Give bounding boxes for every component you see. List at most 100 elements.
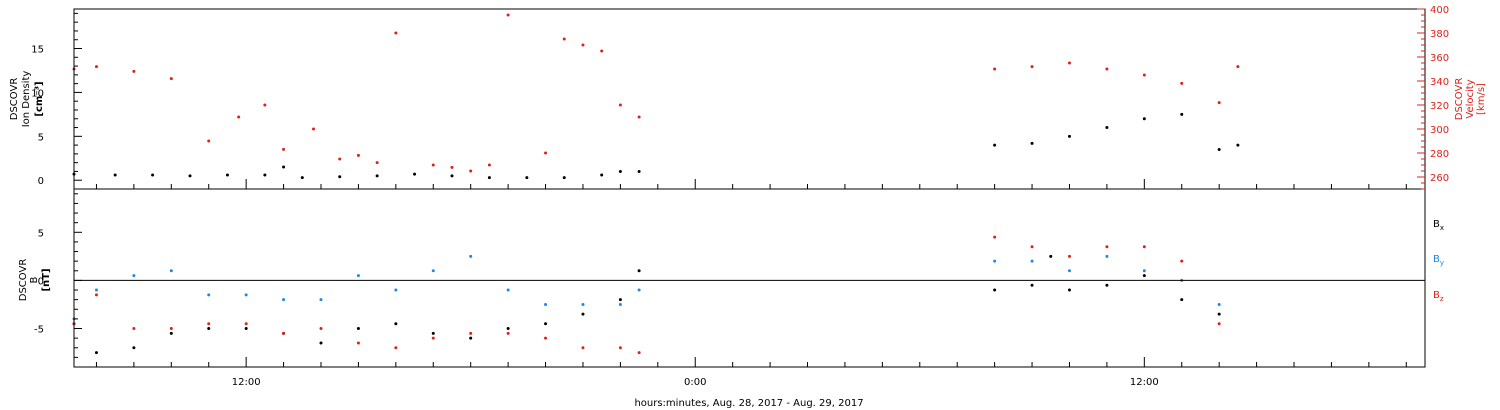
density-velocity-point [1217, 101, 1221, 105]
bz-point [1067, 254, 1071, 258]
density-velocity-point [562, 37, 566, 41]
bz-point [581, 346, 585, 350]
by-point [207, 293, 211, 297]
by-point [506, 288, 510, 292]
bz-point [544, 336, 548, 340]
density-velocity-point [600, 49, 604, 53]
density-velocity-point [1105, 126, 1109, 130]
by-point [993, 259, 997, 263]
by-point [394, 288, 398, 292]
bz-point [207, 322, 211, 326]
by-point [469, 254, 473, 258]
density-velocity-point [637, 169, 641, 173]
bot-ylabel-1: DSCOVR [18, 259, 29, 302]
density-velocity-point [487, 163, 491, 167]
density-velocity-point [1067, 134, 1071, 138]
by-point [1105, 254, 1109, 258]
top-left-tick-label: 10 [31, 88, 44, 99]
bz-point [506, 331, 510, 335]
axes [73, 8, 1426, 368]
top-left-tick-label: 5 [38, 132, 44, 143]
x-tick-label: 12:00 [1130, 377, 1159, 388]
by-point [244, 293, 248, 297]
density-velocity-point [450, 165, 454, 169]
density-velocity-point [169, 77, 173, 81]
by-point [319, 298, 323, 302]
by-point [431, 269, 435, 273]
density-velocity-point [188, 174, 192, 178]
by-point [169, 269, 173, 273]
top-right-tick-label: 400 [1430, 5, 1449, 16]
by-point [544, 302, 548, 306]
top-ylabel-right-1: DSCOVR [1454, 78, 1465, 121]
bz-point [132, 327, 136, 331]
density-velocity-point [618, 103, 622, 107]
bz-point [319, 327, 323, 331]
bx-point [1217, 312, 1221, 316]
bz-point [94, 293, 98, 297]
bot-ylabel-2: B [29, 276, 40, 283]
bx-point [1180, 298, 1184, 302]
density-velocity-point [637, 115, 641, 119]
bx-point [431, 331, 435, 335]
density-velocity-point [1180, 81, 1184, 85]
by-point [282, 298, 286, 302]
density-velocity-point [469, 169, 473, 173]
bz-point [282, 331, 286, 335]
top-right-tick-label: 260 [1430, 173, 1449, 184]
bot-ylabel-3: [nT] [41, 268, 52, 291]
density-velocity-point [1236, 65, 1240, 69]
bz-point [1105, 245, 1109, 249]
top-ylabel-left-3: [cm⁻³] [34, 81, 45, 116]
density-velocity-point [338, 175, 342, 179]
bx-point [169, 331, 173, 335]
by-point [94, 288, 98, 292]
bx-point [1067, 288, 1071, 292]
bx-point [637, 269, 641, 273]
by-point [1142, 269, 1146, 273]
density-velocity-point [225, 173, 229, 177]
by-point [1030, 259, 1034, 263]
bx-point [356, 327, 360, 331]
bx-point [1049, 254, 1053, 258]
density-velocity-point [562, 176, 566, 180]
bot-left-tick-label: 0 [38, 276, 44, 287]
bz-point [618, 346, 622, 350]
bx-point [244, 327, 248, 331]
density-velocity-point [993, 67, 997, 71]
top-left-tick-label: 15 [31, 45, 44, 56]
bottom-panel-frame [73, 188, 1426, 368]
density-velocity-point [544, 151, 548, 155]
density-velocity-point [487, 176, 491, 180]
bz-point [637, 351, 641, 355]
bz-point [1030, 245, 1034, 249]
density-velocity-point [1236, 143, 1240, 147]
density-velocity-point [94, 65, 98, 69]
density-velocity-point [132, 69, 136, 73]
density-velocity-point [618, 169, 622, 173]
legend: Bx By Bz [1433, 219, 1444, 303]
bx-point [618, 298, 622, 302]
bx-point [544, 322, 548, 326]
density-velocity-point [263, 103, 267, 107]
density-velocity-point [413, 172, 417, 176]
by-point [581, 302, 585, 306]
density-velocity-point [1142, 73, 1146, 77]
density-velocity-point [282, 147, 286, 151]
bz-point [356, 341, 360, 345]
density-velocity-point [338, 157, 342, 161]
density-velocity-point [431, 163, 435, 167]
bx-point [993, 288, 997, 292]
top-panel-frame [73, 8, 1426, 190]
bz-point [993, 235, 997, 239]
density-velocity-point [1142, 117, 1146, 121]
bot-left-tick-label: -5 [34, 325, 44, 336]
density-velocity-point [993, 143, 997, 147]
bx-point [581, 312, 585, 316]
bot-left-tick-label: 5 [38, 228, 44, 239]
density-velocity-point [450, 174, 454, 178]
by-point [1067, 269, 1071, 273]
bz-point [244, 322, 248, 326]
legend-by: By [1433, 254, 1444, 267]
